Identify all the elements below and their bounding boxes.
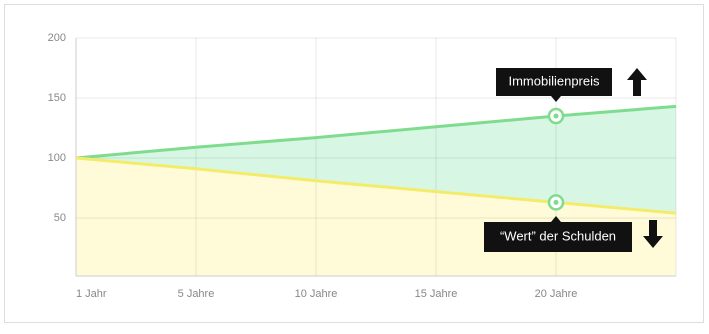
marker-dot: [553, 113, 559, 119]
series-line: [75, 104, 677, 160]
y-tick-label: 100: [48, 152, 66, 164]
x-tick-label: 10 Jahre: [295, 288, 338, 300]
x-tick-label: 5 Jahre: [178, 288, 215, 300]
callout-box: [496, 68, 612, 96]
arrow-down: [643, 220, 663, 248]
callout-box: [484, 222, 632, 252]
y-tick-label: 200: [48, 32, 66, 44]
value-area: [76, 106, 676, 214]
callout-pointer: [551, 96, 561, 102]
callout-label: Immobilienpreis: [508, 73, 600, 88]
x-tick-label: 1 Jahr: [76, 288, 107, 300]
arrow-up: [627, 68, 647, 96]
marker-dot: [553, 199, 559, 205]
x-tick-label: 15 Jahre: [415, 288, 458, 300]
callout-label: “Wert” der Schulden: [500, 228, 616, 243]
y-tick-label: 150: [48, 92, 66, 104]
x-tick-label: 20 Jahre: [535, 288, 578, 300]
series-line: [75, 156, 677, 215]
y-tick-label: 50: [54, 212, 66, 224]
callout-pointer: [551, 216, 561, 222]
